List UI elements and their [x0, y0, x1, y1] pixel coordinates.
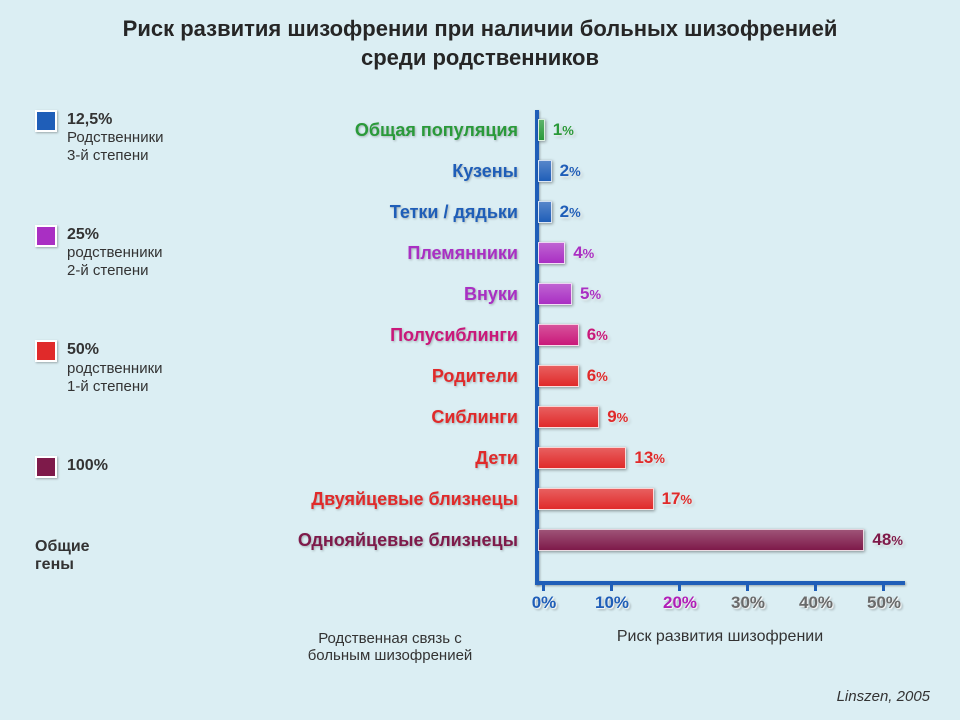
- chart-row: Кузены 2%: [240, 156, 940, 186]
- legend-item: 12,5%Родственники3-й степени: [35, 110, 195, 165]
- legend-swatch: [35, 456, 57, 478]
- bar-track: 17%: [530, 487, 940, 511]
- x-axis-caption-right: Риск развития шизофрении: [590, 628, 850, 646]
- value-label: 6%: [587, 325, 608, 345]
- legend-text: 25%родственники2-й степени: [67, 225, 163, 280]
- legend-sub: родственники: [67, 360, 163, 378]
- legend-sub: 2-й степени: [67, 262, 163, 280]
- category-label: Родители: [240, 366, 530, 387]
- legend-item: 25%родственники2-й степени: [35, 225, 195, 280]
- chart-row: Общая популяция 1%: [240, 115, 940, 145]
- bar: [538, 160, 552, 182]
- x-tick-label: 40%: [799, 593, 833, 613]
- x-tick-mark: [814, 581, 817, 591]
- chart-row: Двуяйцевые близнецы 17%: [240, 484, 940, 514]
- x-tick-mark: [746, 581, 749, 591]
- x-tick-label: 0%: [532, 593, 557, 613]
- chart-row: Племянники 4%: [240, 238, 940, 268]
- chart-row: Однояйцевые близнецы 48%: [240, 525, 940, 555]
- category-label: Двуяйцевые близнецы: [240, 489, 530, 510]
- legend-sub: Родственники: [67, 129, 164, 147]
- bar-track: 6%: [530, 323, 940, 347]
- legend-swatch: [35, 110, 57, 132]
- bar: [538, 365, 579, 387]
- bar-track: 48%: [530, 528, 940, 552]
- legend-item: 100%: [35, 456, 195, 478]
- chart-row: Полусиблинги 6%: [240, 320, 940, 350]
- chart-row: Сиблинги 9%: [240, 402, 940, 432]
- value-label: 4%: [573, 243, 594, 263]
- legend-pct: 25%: [67, 225, 163, 244]
- legend-swatch: [35, 340, 57, 362]
- legend-sub: 3-й степени: [67, 147, 164, 165]
- chart-row: Внуки 5%: [240, 279, 940, 309]
- legend-pct: 100%: [67, 456, 108, 475]
- category-label: Сиблинги: [240, 407, 530, 428]
- citation: Linszen, 2005: [837, 688, 930, 705]
- category-label: Общая популяция: [240, 120, 530, 141]
- x-tick-label: 10%: [595, 593, 629, 613]
- x-axis-caption-left: Родственная связь сбольным шизофренией: [270, 630, 510, 664]
- bar-track: 13%: [530, 446, 940, 470]
- legend-pct: 50%: [67, 340, 163, 359]
- legend-swatch: [35, 225, 57, 247]
- bar: [538, 242, 565, 264]
- value-label: 2%: [560, 202, 581, 222]
- legend-text: 50%родственники1-й степени: [67, 340, 163, 395]
- legend-pct: 12,5%: [67, 110, 164, 129]
- category-label: Племянники: [240, 243, 530, 264]
- bar-track: 1%: [530, 118, 940, 142]
- value-label: 17%: [662, 489, 692, 509]
- value-label: 48%: [872, 530, 902, 550]
- x-tick-label: 20%: [663, 593, 697, 613]
- bar: [538, 447, 626, 469]
- category-label: Дети: [240, 448, 530, 469]
- x-tick-mark: [542, 581, 545, 591]
- value-label: 5%: [580, 284, 601, 304]
- x-tick-label: 30%: [731, 593, 765, 613]
- bar-track: 2%: [530, 200, 940, 224]
- category-label: Тетки / дядьки: [240, 202, 530, 223]
- legend-item: 50%родственники1-й степени: [35, 340, 195, 395]
- bar: [538, 283, 572, 305]
- chart-row: Дети 13%: [240, 443, 940, 473]
- value-label: 9%: [607, 407, 628, 427]
- legend-column: 12,5%Родственники3-й степени25%родственн…: [35, 110, 195, 574]
- category-label: Кузены: [240, 161, 530, 182]
- legend-sub: родственники: [67, 244, 163, 262]
- chart-row: Родители 6%: [240, 361, 940, 391]
- bar-track: 2%: [530, 159, 940, 183]
- x-tick-mark: [678, 581, 681, 591]
- x-tick-mark: [882, 581, 885, 591]
- bar: [538, 119, 545, 141]
- bar-track: 5%: [530, 282, 940, 306]
- legend-text: 12,5%Родственники3-й степени: [67, 110, 164, 165]
- legend-sub: 1-й степени: [67, 378, 163, 396]
- bar-track: 4%: [530, 241, 940, 265]
- bar-track: 6%: [530, 364, 940, 388]
- bar: [538, 529, 864, 551]
- bar-track: 9%: [530, 405, 940, 429]
- title-line-1: Риск развития шизофрении при наличии бол…: [123, 16, 838, 41]
- category-label: Внуки: [240, 284, 530, 305]
- bar: [538, 201, 552, 223]
- value-label: 1%: [553, 120, 574, 140]
- legend-caption: Общиегены: [35, 538, 195, 574]
- title-line-2: среди родственников: [361, 45, 599, 70]
- value-label: 13%: [634, 448, 664, 468]
- value-label: 6%: [587, 366, 608, 386]
- chart-title: Риск развития шизофрении при наличии бол…: [0, 15, 960, 72]
- x-axis: [535, 581, 905, 585]
- value-label: 2%: [560, 161, 581, 181]
- chart-row: Тетки / дядьки 2%: [240, 197, 940, 227]
- category-label: Полусиблинги: [240, 325, 530, 346]
- bar: [538, 488, 654, 510]
- bar: [538, 324, 579, 346]
- bar: [538, 406, 599, 428]
- bar-chart: Общая популяция 1% Кузены 2% Тетки / дядьки 2…: [240, 115, 940, 595]
- x-tick-mark: [610, 581, 613, 591]
- x-tick-label: 50%: [867, 593, 901, 613]
- legend-text: 100%: [67, 456, 108, 475]
- category-label: Однояйцевые близнецы: [240, 530, 530, 551]
